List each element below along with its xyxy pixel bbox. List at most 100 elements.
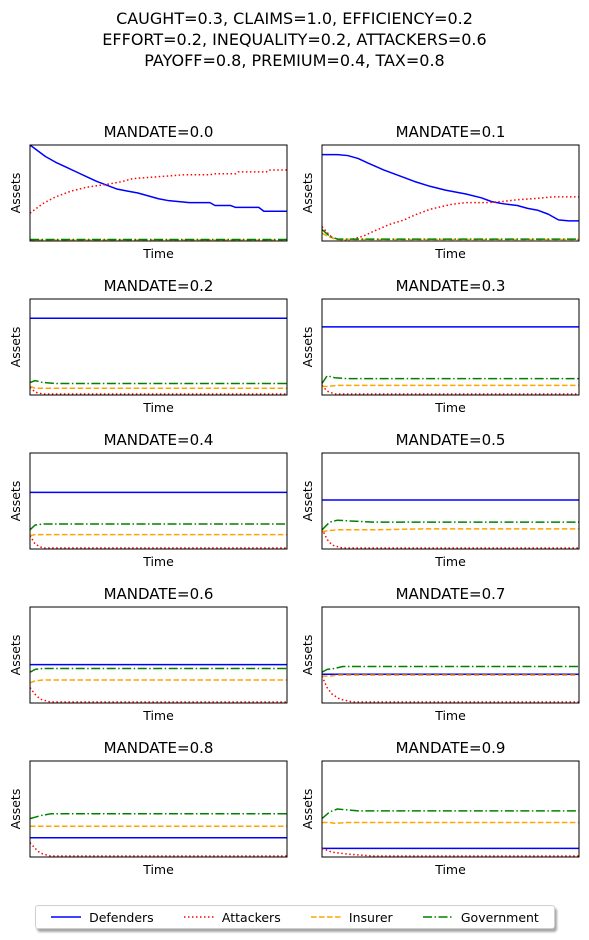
subplot-1-series xyxy=(30,145,287,241)
subplot-4: MANDATE=0.3 Time Assets xyxy=(300,277,580,415)
y-axis-label: Assets xyxy=(300,173,315,214)
axes-frame xyxy=(29,452,288,550)
x-axis-label: Time xyxy=(434,862,466,877)
series-line-government xyxy=(322,375,579,384)
subplot-10: MANDATE=0.9 Time Assets xyxy=(300,739,580,877)
series-line-insurer xyxy=(322,821,579,825)
series-line-insurer xyxy=(322,232,579,241)
y-axis-label: Assets xyxy=(8,173,23,214)
legend-swatch-government xyxy=(422,916,453,918)
series-line-government xyxy=(322,665,579,673)
series-line-government xyxy=(30,523,287,531)
subplot-10-series xyxy=(322,808,579,857)
suptitle-line-1: CAUGHT=0.3, CLAIMS=1.0, EFFICIENCY=0.2 xyxy=(116,9,473,28)
legend-swatch-attackers xyxy=(183,916,214,918)
subplot-title: MANDATE=0.7 xyxy=(396,585,506,603)
y-axis-label: Assets xyxy=(8,635,23,676)
subplot-title: MANDATE=0.5 xyxy=(396,431,506,449)
x-axis-label: Time xyxy=(142,246,174,261)
series-line-attackers xyxy=(30,842,287,857)
legend-label-insurer: Insurer xyxy=(348,909,393,925)
subplot-5: MANDATE=0.4 Time Assets xyxy=(8,431,288,569)
axes-frame xyxy=(29,606,288,704)
subplot-title: MANDATE=0.0 xyxy=(104,123,214,141)
axes-frame xyxy=(29,144,288,242)
subplot-7: MANDATE=0.6 Time Assets xyxy=(8,585,288,723)
subplot-title: MANDATE=0.1 xyxy=(396,123,506,141)
y-axis-label: Assets xyxy=(300,481,315,522)
series-line-insurer xyxy=(30,385,287,390)
axes-frame xyxy=(321,452,580,550)
legend-item-insurer: Insurer xyxy=(310,909,393,925)
series-line-attackers xyxy=(30,169,287,214)
figure-suptitle: CAUGHT=0.3, CLAIMS=1.0, EFFICIENCY=0.2 E… xyxy=(0,8,589,71)
subplot-9-series xyxy=(30,813,287,857)
x-axis-label: Time xyxy=(434,246,466,261)
subplot-5-series xyxy=(30,491,287,549)
legend-swatch-insurer xyxy=(310,916,341,918)
subplot-1: MANDATE=0.0 Time Assets xyxy=(8,123,288,261)
y-axis-label: Assets xyxy=(8,481,23,522)
series-line-defenders xyxy=(322,153,579,222)
subplot-title: MANDATE=0.2 xyxy=(104,277,214,295)
x-axis-label: Time xyxy=(434,554,466,569)
x-axis-label: Time xyxy=(142,400,174,415)
series-line-government xyxy=(30,813,287,820)
legend: Defenders Attackers Insurer Government xyxy=(35,905,555,929)
subplot-3: MANDATE=0.2 Time Assets xyxy=(8,277,288,415)
subplot-6-series xyxy=(322,499,579,549)
subplot-2: MANDATE=0.1 Time Assets xyxy=(300,123,580,261)
legend-label-defenders: Defenders xyxy=(89,909,154,925)
subplot-6: MANDATE=0.5 Time Assets xyxy=(300,431,580,569)
x-axis-label: Time xyxy=(142,708,174,723)
subplot-8: MANDATE=0.7 Time Assets xyxy=(300,585,580,723)
x-axis-label: Time xyxy=(434,708,466,723)
legend-label-attackers: Attackers xyxy=(221,909,281,925)
legend-item-attackers: Attackers xyxy=(183,909,281,925)
series-line-insurer xyxy=(30,679,287,684)
legend-item-government: Government xyxy=(422,909,539,925)
series-line-government xyxy=(322,808,579,820)
series-line-insurer xyxy=(30,533,287,537)
subplot-title: MANDATE=0.6 xyxy=(104,585,214,603)
y-axis-label: Assets xyxy=(8,789,23,830)
series-line-attackers xyxy=(30,535,287,549)
axes-frame xyxy=(29,760,288,858)
series-line-attackers xyxy=(322,384,579,395)
series-line-insurer xyxy=(322,528,579,533)
axes-frame xyxy=(321,606,580,704)
x-axis-label: Time xyxy=(142,554,174,569)
legend-swatch-defenders xyxy=(51,916,82,918)
subplot-title: MANDATE=0.3 xyxy=(396,277,506,295)
x-axis-label: Time xyxy=(142,862,174,877)
subplot-title: MANDATE=0.9 xyxy=(396,739,506,757)
series-line-attackers xyxy=(322,847,579,857)
subplot-2-series xyxy=(322,153,579,241)
axes-frame xyxy=(321,760,580,858)
series-line-government xyxy=(322,519,579,531)
subplot-3-series xyxy=(30,317,287,395)
series-line-government xyxy=(30,379,287,385)
y-axis-label: Assets xyxy=(300,635,315,676)
suptitle-line-3: PAYOFF=0.8, PREMIUM=0.4, TAX=0.8 xyxy=(144,51,445,70)
y-axis-label: Assets xyxy=(300,327,315,368)
subplot-4-series xyxy=(322,326,579,395)
series-line-attackers xyxy=(30,687,287,703)
axes-frame xyxy=(321,144,580,242)
y-axis-label: Assets xyxy=(300,789,315,830)
series-line-government xyxy=(322,228,579,240)
series-line-insurer xyxy=(322,384,579,388)
subplot-7-series xyxy=(30,663,287,703)
subplot-9: MANDATE=0.8 Time Assets xyxy=(8,739,288,877)
legend-item-defenders: Defenders xyxy=(51,910,154,925)
series-line-attackers xyxy=(322,675,579,703)
series-line-attackers xyxy=(30,386,287,395)
series-line-attackers xyxy=(322,196,579,241)
legend-label-government: Government xyxy=(460,909,539,925)
subplot-8-series xyxy=(322,665,579,703)
suptitle-line-2: EFFORT=0.2, INEQUALITY=0.2, ATTACKERS=0.… xyxy=(102,30,487,49)
series-line-defenders xyxy=(30,145,287,212)
subplot-grid: MANDATE=0.0 Time Assets MANDATE=0.1 Time Asse… xyxy=(8,123,580,877)
x-axis-label: Time xyxy=(434,400,466,415)
series-line-attackers xyxy=(322,528,579,549)
